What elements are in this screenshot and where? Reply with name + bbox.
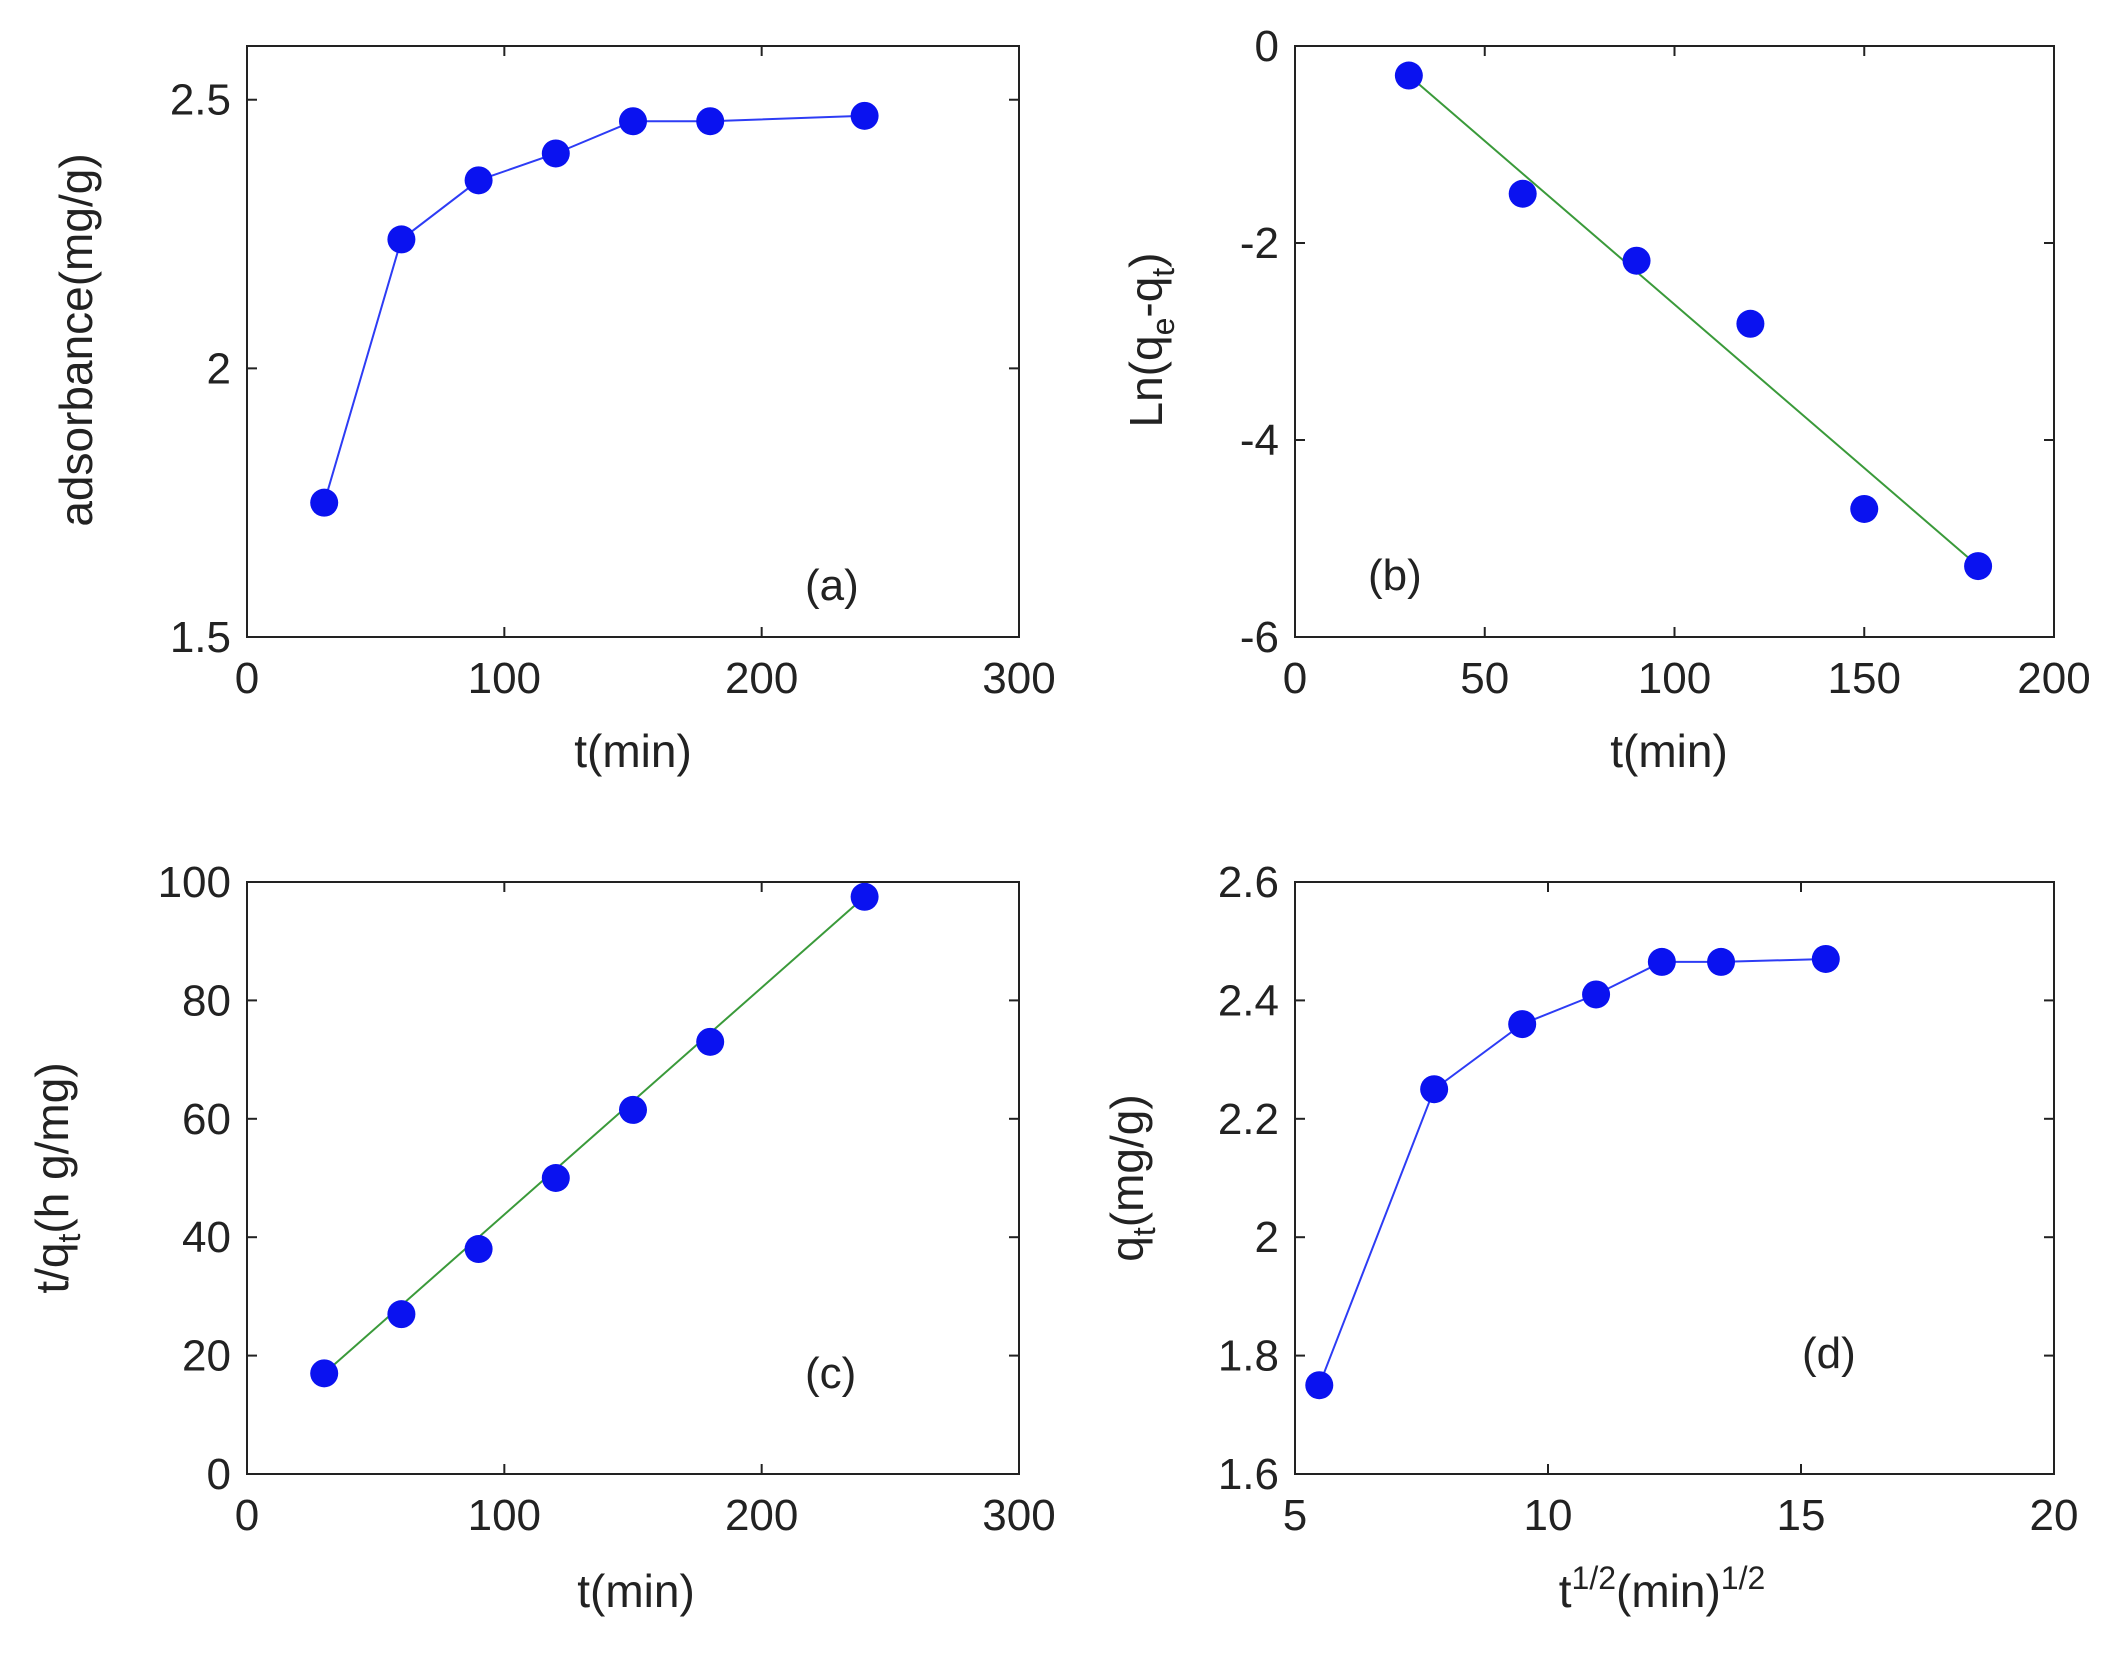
panel-b-plot-marks <box>1394 61 1993 581</box>
panel-c: 0 100 200 300 0 20 40 60 80 100 (c) t(min) t/qt(h… <box>26 858 1056 1617</box>
panel-a-x-tick-label: 300 <box>982 654 1055 703</box>
panel-c-data-point <box>310 1359 339 1388</box>
panel-a-y-tick-label: 2 <box>207 344 231 393</box>
panel-a-x-axis-label: t(min) <box>574 725 692 777</box>
panel-a-y-tick-label: 1.5 <box>170 613 231 662</box>
panel-c-y-tick-label: 20 <box>182 1332 231 1381</box>
panel-c-data-point <box>696 1027 725 1056</box>
panel-a-y-tick-label: 2.5 <box>170 76 231 125</box>
panel-d-y-tick-label: 2.4 <box>1218 976 1279 1025</box>
panel-a-x-tick-label: 200 <box>725 654 798 703</box>
panel-b-data-point <box>1394 61 1423 90</box>
panel-c-y-axis-label: t/qt(h g/mg) <box>26 1062 87 1293</box>
panel-a-y-axis-label: adsorbance(mg/g) <box>50 153 102 526</box>
panel-b-data-point <box>1850 494 1879 523</box>
panel-d-data-point <box>1707 947 1736 976</box>
panel-c-y-tick-label: 100 <box>158 858 231 907</box>
panel-a-data-point <box>850 101 879 130</box>
panel-a-x-tick-label: 100 <box>468 654 541 703</box>
panel-d-label: (d) <box>1802 1329 1856 1378</box>
panel-d-x-axis-label: t1/2(min)1/2 <box>1559 1560 1766 1617</box>
panel-b-x-tick-label: 50 <box>1460 654 1509 703</box>
panel-a-data-point <box>464 166 493 195</box>
panel-a-data-point <box>696 107 725 136</box>
panel-d-data-point <box>1420 1075 1449 1104</box>
panel-d: 5 10 15 20 1.6 1.8 2 2.2 2.4 2.6 (d) t1/2(min)1/2… <box>1101 858 2078 1617</box>
panel-d-y-tick-label: 2.6 <box>1218 858 1279 907</box>
panel-a-data-point <box>541 139 570 168</box>
panel-d-x-tick-label: 15 <box>1777 1491 1826 1540</box>
panel-c-y-tick-label: 0 <box>207 1450 231 1499</box>
panel-c-label: (c) <box>805 1349 856 1398</box>
panel-c-y-tick-label: 60 <box>182 1095 231 1144</box>
panel-a-axes-frame <box>246 45 1020 638</box>
panel-b-data-point <box>1622 246 1651 275</box>
panel-b-ticks: 0 50 100 150 200 -6 -4 -2 0 <box>1240 22 2091 703</box>
panel-c-data-point <box>387 1300 416 1329</box>
panel-d-y-tick-label: 2 <box>1255 1213 1279 1262</box>
panel-d-x-tick-label: 20 <box>2030 1491 2079 1540</box>
panel-a-data-point <box>387 225 416 254</box>
panel-c-y-tick-label: 40 <box>182 1213 231 1262</box>
panel-c-fit-line <box>323 896 866 1375</box>
panel-d-x-tick-label: 5 <box>1283 1491 1307 1540</box>
panel-b-data-point <box>1508 179 1537 208</box>
panel-c-data-point <box>619 1095 647 1124</box>
panel-b-y-tick-label: -6 <box>1240 613 1279 662</box>
panel-b-data-point <box>1964 552 1993 581</box>
panel-a-plot-marks <box>310 101 879 517</box>
panel-d-ticks: 5 10 15 20 1.6 1.8 2 2.2 2.4 2.6 <box>1218 858 2079 1540</box>
panel-d-data-point <box>1305 1371 1334 1400</box>
panel-b-x-tick-label: 150 <box>1828 654 1901 703</box>
panel-d-data-point <box>1811 944 1840 973</box>
panel-c-x-tick-label: 0 <box>235 1491 259 1540</box>
panel-b-x-tick-label: 0 <box>1283 654 1307 703</box>
panel-c-x-axis-label: t(min) <box>577 1565 695 1617</box>
panel-a-ticks: 0 100 200 300 1.5 2 2.5 <box>170 46 1056 703</box>
panel-b-x-tick-label: 200 <box>2017 654 2090 703</box>
panel-a-data-point <box>619 107 647 136</box>
panel-b-x-tick-label: 100 <box>1638 654 1711 703</box>
panel-a-data-point <box>310 488 339 517</box>
panel-b-y-tick-label: -2 <box>1240 219 1279 268</box>
panel-a: 0 100 200 300 1.5 2 2.5 (a) t(min) adsorbance(… <box>50 45 1056 777</box>
panel-b-label: (b) <box>1368 551 1422 600</box>
panel-b-data-point <box>1736 309 1765 338</box>
panel-b-y-tick-label: 0 <box>1255 22 1279 71</box>
panel-c-axes-frame <box>246 881 1020 1475</box>
panel-b-y-tick-label: -4 <box>1240 416 1279 465</box>
panel-b-x-axis-label: t(min) <box>1610 725 1728 777</box>
panel-a-label: (a) <box>805 561 859 610</box>
panel-d-x-tick-label: 10 <box>1524 1491 1573 1540</box>
panel-d-plot-marks <box>1305 944 1840 1400</box>
panel-b-fit-line <box>1408 74 1979 567</box>
panel-d-axes-frame <box>1294 881 2055 1475</box>
panel-c-x-tick-label: 100 <box>468 1491 541 1540</box>
panel-d-data-point <box>1647 947 1676 976</box>
panel-c-data-point <box>541 1164 570 1192</box>
panel-c-y-tick-label: 80 <box>182 976 231 1025</box>
panel-c-x-tick-label: 200 <box>725 1491 798 1540</box>
panel-d-y-tick-label: 2.2 <box>1218 1095 1279 1144</box>
panel-c-data-point <box>464 1235 493 1264</box>
panel-d-y-tick-label: 1.6 <box>1218 1450 1279 1499</box>
panel-d-data-point <box>1508 1010 1537 1039</box>
panel-a-x-tick-label: 0 <box>235 654 259 703</box>
panel-d-y-tick-label: 1.8 <box>1218 1332 1279 1381</box>
panel-c-ticks: 0 100 200 300 0 20 40 60 80 100 <box>158 858 1056 1540</box>
panel-c-plot-marks <box>310 882 879 1388</box>
panel-b-y-axis-label: Ln(qe-qt) <box>1120 253 1181 428</box>
panel-d-y-axis-label: qt(mg/g) <box>1101 1094 1162 1261</box>
panel-c-x-tick-label: 300 <box>982 1491 1055 1540</box>
panel-b: 0 50 100 150 200 -6 -4 -2 0 (b) t(min) Ln(qe-qt) <box>1120 22 2091 777</box>
panel-d-data-point <box>1582 980 1611 1009</box>
panel-c-data-point <box>850 882 879 911</box>
